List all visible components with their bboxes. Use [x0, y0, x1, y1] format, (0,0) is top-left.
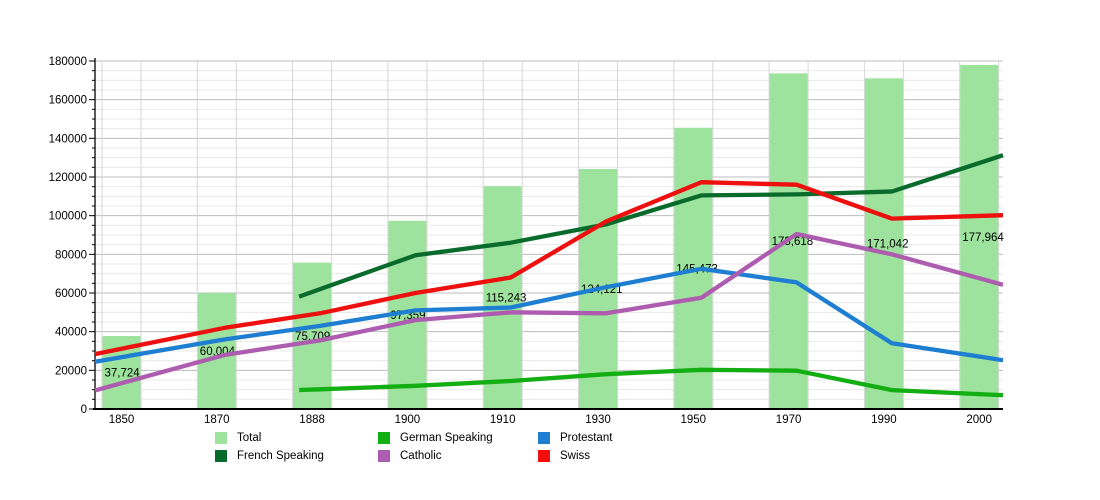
y-tick-label: 120000: [49, 172, 87, 184]
x-tick-label: 2000: [966, 414, 992, 426]
y-tick-label: 160000: [49, 95, 87, 107]
y-tick-label: 140000: [49, 133, 87, 145]
bar-value-label: 177,964: [962, 232, 1004, 244]
x-tick-label: 1910: [490, 414, 516, 426]
x-tick-label: 1850: [109, 414, 135, 426]
y-tick-label: 20000: [55, 365, 87, 377]
y-tick-label: 0: [81, 404, 87, 416]
line-catholic: [94, 231, 1004, 393]
y-tick-label: 80000: [55, 249, 87, 261]
bar-1910: [483, 186, 522, 409]
bar-1870: [197, 292, 236, 409]
x-tick-label: 1990: [871, 414, 897, 426]
x-tick-label: 1870: [204, 414, 230, 426]
x-tick-label: 1950: [681, 414, 707, 426]
line-german-speaking: [299, 367, 1004, 398]
bar-value-label: 171,042: [867, 239, 909, 251]
y-tick-label: 40000: [55, 327, 87, 339]
bar-2000: [960, 64, 999, 409]
line-protestant: [94, 266, 1004, 364]
bar-value-label: 115,243: [486, 293, 527, 305]
x-tick-label: 1888: [299, 414, 325, 426]
y-tick-label: 60000: [55, 288, 87, 300]
y-tick-label: 100000: [49, 211, 87, 223]
bar-value-label: 37,724: [105, 368, 141, 380]
x-tick-label: 1900: [395, 414, 421, 426]
line-swiss: [94, 180, 1004, 357]
y-tick-label: 180000: [49, 56, 87, 68]
x-tick-label: 1970: [776, 414, 802, 426]
bar-1990: [864, 78, 903, 410]
line-french-speaking: [298, 153, 1004, 299]
x-tick-label: 1930: [585, 414, 611, 426]
